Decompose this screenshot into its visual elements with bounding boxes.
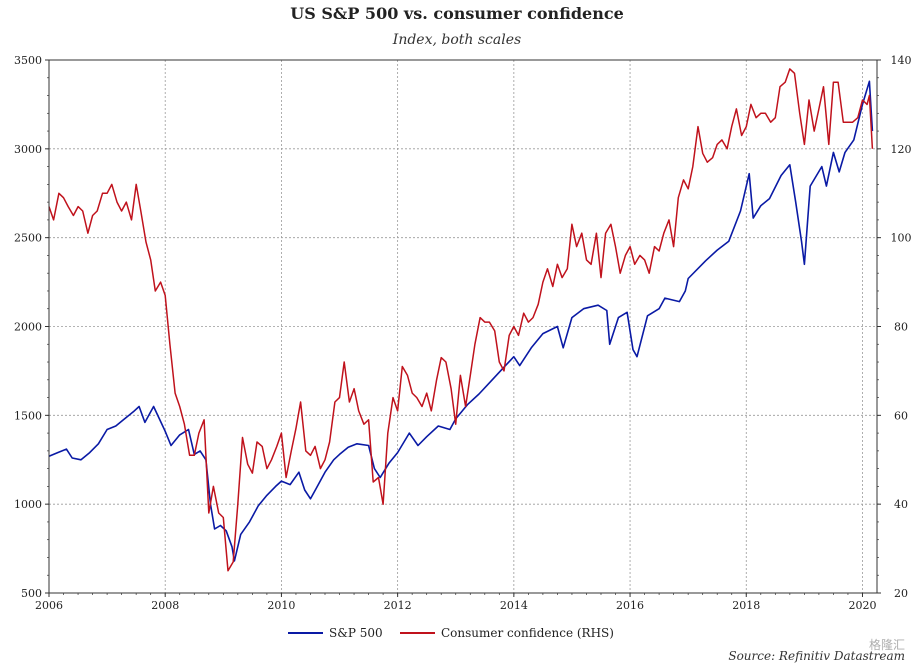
x-tick-label: 2020 <box>848 599 876 612</box>
legend-label-confidence: Consumer confidence (RHS) <box>441 626 614 640</box>
left-tick-label: 2500 <box>14 232 42 245</box>
left-tick-label: 3000 <box>14 143 42 156</box>
series-lines <box>48 68 874 572</box>
right-tick-label: 40 <box>894 498 908 511</box>
left-tick-label: 1500 <box>14 409 42 422</box>
x-tick-label: 2014 <box>500 599 528 612</box>
series-line-sp500 <box>48 80 874 562</box>
right-tick-label: 80 <box>894 321 908 334</box>
watermark-text: 格隆汇 <box>869 637 905 652</box>
axes: 500 1000 1500 2000 2500 3000 3500 20 40 60 80 100 12… <box>14 54 912 612</box>
chart-subtitle: Index, both scales <box>392 32 521 48</box>
x-tick-label: 2018 <box>732 599 760 612</box>
left-tick-label: 1000 <box>14 498 42 511</box>
right-tick-label: 100 <box>891 232 912 245</box>
left-tick-label: 3500 <box>14 54 42 67</box>
chart-title: US S&P 500 vs. consumer confidence <box>290 4 624 23</box>
grid-lines <box>49 60 877 593</box>
right-tick-label: 120 <box>891 143 912 156</box>
source-note: Source: Refinitiv Datastream <box>728 649 905 663</box>
legend-label-sp500: S&P 500 <box>329 626 383 640</box>
x-tick-label: 2012 <box>384 599 412 612</box>
x-tick-label: 2008 <box>151 599 179 612</box>
left-tick-label: 500 <box>21 587 42 600</box>
right-tick-label: 20 <box>894 587 908 600</box>
right-tick-label: 60 <box>894 409 908 422</box>
series-line-confidence <box>48 68 874 572</box>
legend: S&P 500 Consumer confidence (RHS) <box>288 626 614 640</box>
x-tick-label: 2010 <box>267 599 295 612</box>
x-tick-label: 2006 <box>35 599 63 612</box>
left-tick-label: 2000 <box>14 321 42 334</box>
x-tick-label: 2016 <box>616 599 644 612</box>
right-tick-label: 140 <box>891 54 912 67</box>
